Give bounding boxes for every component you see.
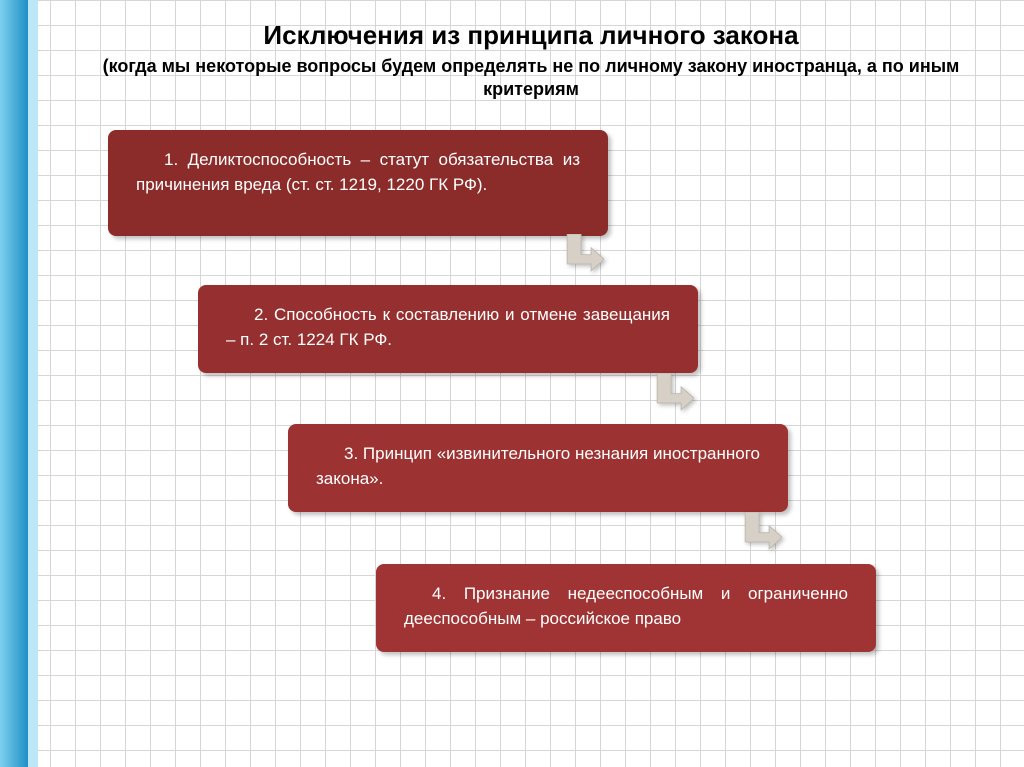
flow-box-3: 3. Принцип «извинительного незнания инос… — [288, 424, 788, 512]
flow-arrow-1 — [558, 234, 604, 280]
left-accent-light — [28, 0, 38, 767]
flow-boxes-container: 1. Деликтоспособность – статут обязатель… — [68, 130, 994, 690]
content-area: Исключения из принципа личного закона (к… — [38, 0, 1024, 767]
flow-box-4: 4. Признание недееспособным и ограниченн… — [376, 564, 876, 652]
flow-box-1: 1. Деликтоспособность – статут обязатель… — [108, 130, 608, 236]
title-main: Исключения из принципа личного закона — [68, 20, 994, 51]
title-sub: (когда мы некоторые вопросы будем опреде… — [68, 55, 994, 100]
flow-arrow-3 — [736, 512, 782, 558]
flow-arrow-2 — [648, 373, 694, 419]
title-block: Исключения из принципа личного закона (к… — [68, 20, 994, 100]
flow-box-2: 2. Способность к составлению и отмене за… — [198, 285, 698, 373]
left-accent-main — [0, 0, 28, 767]
